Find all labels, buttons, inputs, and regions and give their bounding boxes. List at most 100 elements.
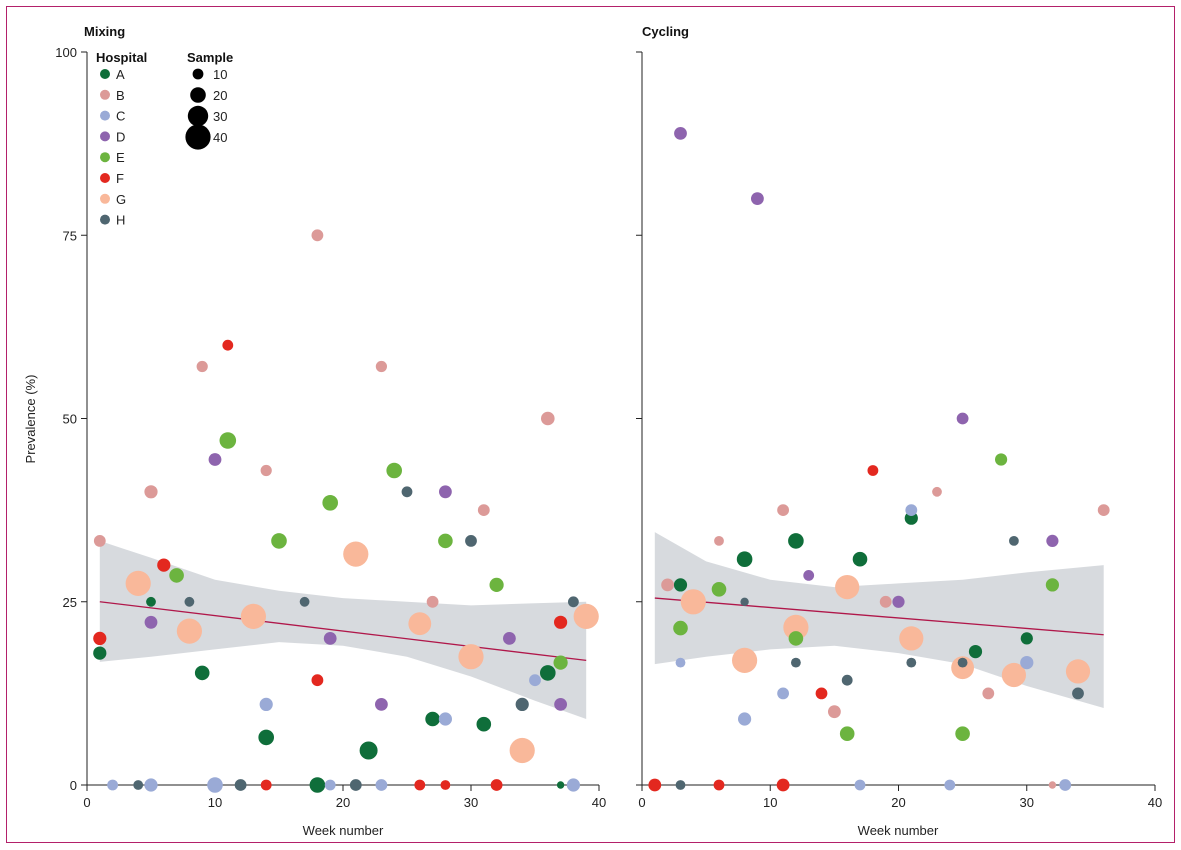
- data-point-hospital-h: [568, 596, 579, 608]
- legend-label-hospital: H: [116, 213, 125, 228]
- legend-swatch-hospital-b: [100, 89, 110, 100]
- data-point-hospital-g: [951, 656, 974, 680]
- x-axis-label: Week number: [858, 823, 939, 838]
- data-point-hospital-c: [144, 778, 158, 792]
- data-point-hospital-c: [324, 779, 336, 791]
- data-point-hospital-e: [955, 726, 970, 741]
- data-point-hospital-h: [133, 780, 144, 790]
- legend-swatch-hospital-e: [100, 152, 110, 163]
- data-point-hospital-c: [854, 779, 866, 791]
- data-point-hospital-f: [867, 465, 879, 476]
- data-point-hospital-b: [1097, 504, 1110, 516]
- trend-line: [99, 601, 587, 662]
- data-point-hospital-c: [529, 674, 541, 687]
- data-point-hospital-e: [438, 533, 453, 549]
- data-point-hospital-d: [554, 698, 567, 711]
- legend-label-sample: 40: [213, 130, 227, 145]
- panel-title: Mixing: [84, 24, 125, 39]
- data-point-hospital-h: [906, 657, 917, 668]
- data-point-hospital-h: [515, 697, 529, 712]
- data-point-hospital-a: [476, 716, 492, 732]
- data-point-hospital-d: [751, 192, 764, 206]
- data-point-hospital-c: [777, 687, 789, 700]
- data-point-hospital-g: [783, 614, 809, 641]
- data-point-hospital-h: [791, 657, 801, 668]
- data-point-hospital-e: [322, 495, 339, 511]
- data-point-hospital-d: [674, 126, 687, 140]
- data-point-hospital-b: [426, 595, 439, 608]
- panel-cycling: Cycling Week number 0 10 20 30 40: [636, 24, 1162, 838]
- legend-label-hospital: D: [116, 129, 125, 144]
- data-point-hospital-a: [968, 645, 983, 659]
- legend-label-sample: 10: [213, 67, 227, 82]
- data-point-hospital-b: [477, 504, 490, 516]
- data-point-hospital-f: [815, 687, 828, 700]
- legend-sample-entries: 10 20 30 40: [185, 67, 227, 150]
- data-point-hospital-a: [359, 741, 378, 760]
- data-point-hospital-f: [776, 778, 790, 792]
- data-point-hospital-d: [323, 632, 337, 645]
- legend-label-hospital: A: [116, 67, 125, 82]
- data-point-hospital-h: [465, 535, 477, 547]
- y-axis-label: Prevalence (%): [23, 375, 38, 464]
- data-point-hospital-b: [932, 486, 942, 497]
- data-point-hospital-h: [349, 779, 362, 791]
- data-point-hospital-e: [673, 620, 688, 636]
- data-point-hospital-e: [169, 568, 184, 583]
- data-point-hospital-h: [841, 674, 853, 686]
- data-point-hospital-e: [839, 726, 855, 741]
- x-tick-label: 30: [1020, 795, 1034, 810]
- data-point-hospital-e: [271, 533, 287, 549]
- figure-border: [6, 6, 1175, 843]
- data-point-hospital-c: [375, 779, 388, 791]
- legend-label-hospital: E: [116, 150, 125, 165]
- x-tick-label: 20: [336, 795, 350, 810]
- data-point-hospital-f: [554, 615, 568, 629]
- data-point-hospital-g: [1001, 662, 1026, 688]
- legend-label-sample: 20: [213, 88, 227, 103]
- x-tick-label: 30: [464, 795, 478, 810]
- x-tick-label: 10: [763, 795, 777, 810]
- data-point-hospital-e: [711, 582, 727, 597]
- legend-swatch-hospital-f: [100, 173, 110, 183]
- data-point-hospital-e: [219, 432, 237, 449]
- data-point-hospital-c: [259, 697, 273, 712]
- data-point-hospital-h: [1009, 536, 1019, 546]
- data-point-hospital-f: [222, 339, 234, 351]
- panel-mixing: Mixing Prevalence (%) Week number 0 25 50 7…: [23, 24, 606, 838]
- data-point-hospital-d: [439, 485, 452, 499]
- data-point-hospital-h: [401, 486, 413, 498]
- data-point-hospital-c: [1059, 779, 1072, 791]
- y-tick-label: 50: [63, 412, 77, 427]
- data-point-hospital-d: [375, 698, 388, 711]
- legend-label-hospital: C: [116, 109, 125, 124]
- data-point-hospital-b: [375, 360, 387, 373]
- confidence-band: [99, 540, 587, 719]
- data-point-hospital-b: [1048, 781, 1057, 789]
- data-point-hospital-g: [458, 644, 484, 670]
- x-tick-label: 10: [208, 795, 222, 810]
- data-point-hospital-a: [258, 729, 275, 746]
- data-point-hospital-a: [1020, 632, 1033, 645]
- data-point-hospital-a: [673, 578, 688, 592]
- data-point-hospital-e: [489, 577, 504, 593]
- legend-label-sample: 30: [213, 109, 227, 124]
- data-point-hospital-b: [982, 687, 995, 700]
- data-point-hospital-g: [835, 575, 860, 600]
- data-point-hospital-f: [157, 558, 171, 572]
- data-point-hospital-e: [553, 655, 568, 670]
- x-tick-label: 40: [1148, 795, 1162, 810]
- legend-label-hospital: G: [116, 192, 126, 207]
- data-point-hospital-d: [956, 412, 969, 425]
- legend-swatch-hospital-d: [100, 131, 110, 142]
- data-point-hospital-f: [414, 779, 426, 791]
- data-point-hospital-b: [93, 535, 106, 547]
- legend-swatch-sample-10: [192, 68, 204, 80]
- data-point-hospital-b: [879, 595, 892, 608]
- data-point-hospital-c: [1020, 656, 1034, 670]
- data-point-hospital-c: [207, 777, 223, 793]
- data-point-hospital-c: [738, 712, 752, 726]
